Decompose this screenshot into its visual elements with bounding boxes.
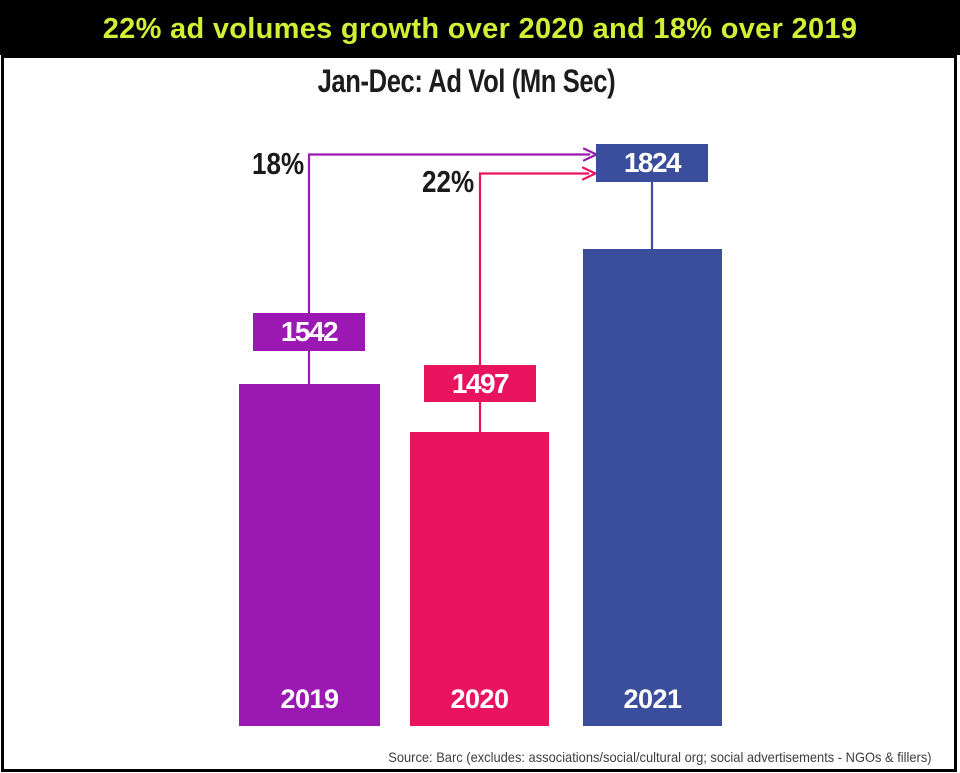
banner: 22% ad volumes growth over 2020 and 18% … <box>0 0 960 55</box>
value-2021: 1824 <box>623 147 682 178</box>
chart-title: Jan-Dec: Ad Vol (Mn Sec) <box>317 63 616 99</box>
bar-label-2021: 2021 <box>623 684 682 714</box>
value-2019: 1542 <box>280 316 339 347</box>
bar-2019: 2019 <box>239 384 380 726</box>
growth-label-18pct: 18% <box>252 146 305 181</box>
bar-label-2019: 2019 <box>280 684 339 714</box>
bar-2021: 2021 <box>583 249 722 726</box>
banner-title: 22% ad volumes growth over 2020 and 18% … <box>102 13 858 45</box>
value-box-2019: 1542 <box>253 313 365 351</box>
bar-label-2020: 2020 <box>450 684 509 714</box>
growth-label-22pct: 22% <box>422 164 475 199</box>
bar-2020: 2020 <box>410 432 549 726</box>
value-2020: 1497 <box>451 367 510 399</box>
source-note: Source: Barc (excludes: associations/soc… <box>388 749 932 765</box>
value-box-2021: 1824 <box>596 144 708 182</box>
value-box-2020: 1497 <box>424 365 536 402</box>
